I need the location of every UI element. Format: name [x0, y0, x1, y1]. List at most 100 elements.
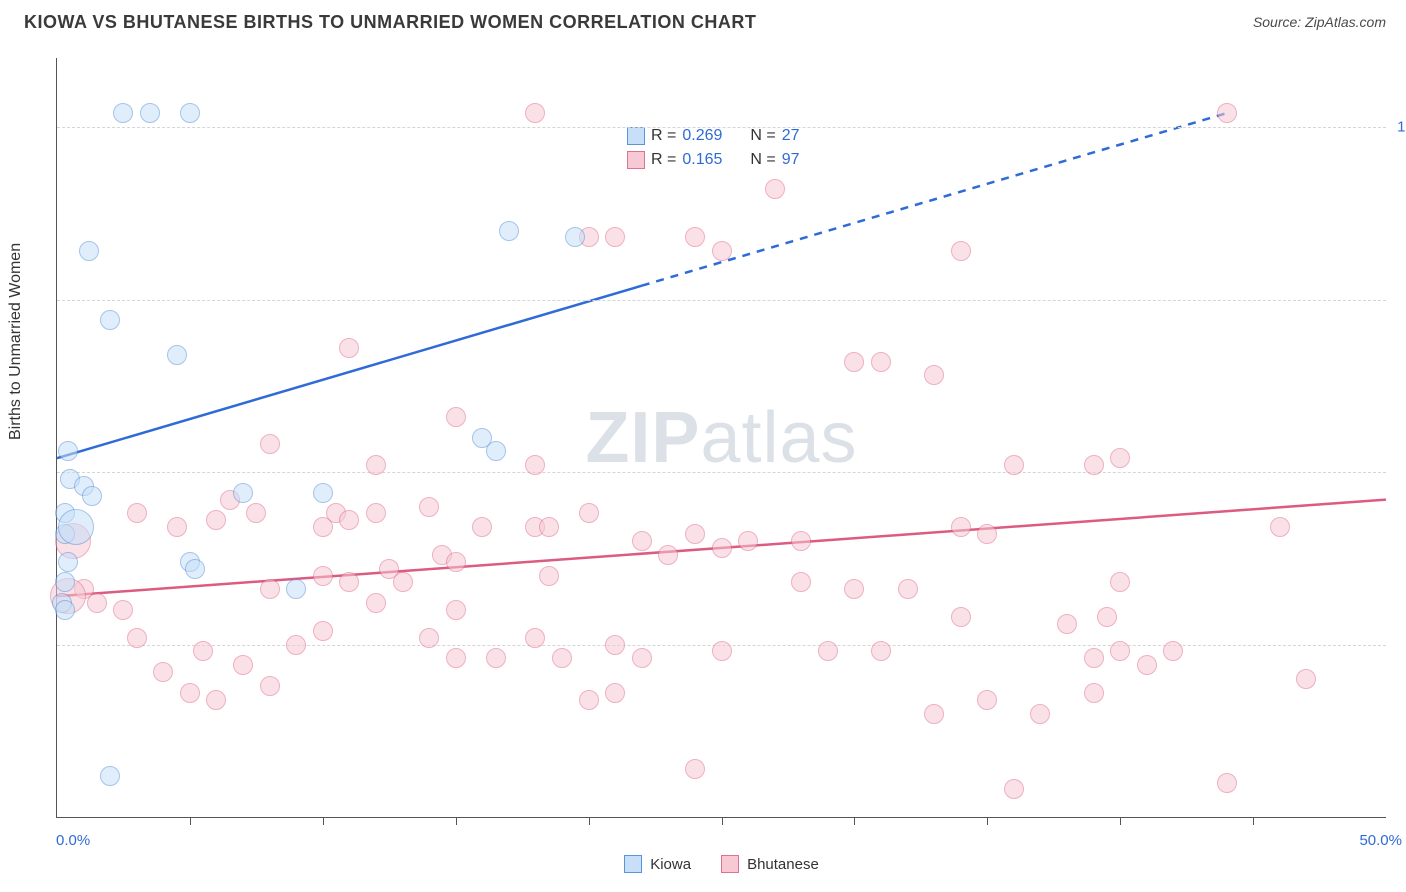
- kiowa-point: [140, 103, 160, 123]
- kiowa-point: [167, 345, 187, 365]
- kiowa-point: [499, 221, 519, 241]
- x-tick: [854, 817, 855, 825]
- kiowa-point: [185, 559, 205, 579]
- legend-item-kiowa: Kiowa: [624, 855, 691, 873]
- bhutanese-point: [286, 635, 306, 655]
- bhutanese-point: [1030, 704, 1050, 724]
- kiowa-point: [113, 103, 133, 123]
- kiowa-point: [565, 227, 585, 247]
- bhutanese-point: [579, 503, 599, 523]
- bhutanese-point: [127, 628, 147, 648]
- bhutanese-point: [1004, 455, 1024, 475]
- y-axis-title: Births to Unmarried Women: [7, 243, 25, 440]
- legend-stats: R =0.269N =27R =0.165N =97: [617, 120, 809, 176]
- bhutanese-point: [539, 566, 559, 586]
- bhutanese-point: [525, 628, 545, 648]
- bhutanese-point: [951, 241, 971, 261]
- legend-item-bhutanese: Bhutanese: [721, 855, 819, 873]
- bhutanese-point: [113, 600, 133, 620]
- bhutanese-point: [1084, 648, 1104, 668]
- bhutanese-point: [446, 600, 466, 620]
- kiowa-point: [58, 441, 78, 461]
- bhutanese-point: [1057, 614, 1077, 634]
- bhutanese-point: [233, 655, 253, 675]
- bhutanese-point: [658, 545, 678, 565]
- bhutanese-point: [539, 517, 559, 537]
- bhutanese-point: [525, 103, 545, 123]
- bhutanese-point: [366, 593, 386, 613]
- bhutanese-point: [366, 455, 386, 475]
- plot-area: ZIPatlas R =0.269N =27R =0.165N =97 Kiow…: [56, 58, 1386, 818]
- bhutanese-point: [486, 648, 506, 668]
- bhutanese-point: [844, 352, 864, 372]
- bhutanese-point: [871, 352, 891, 372]
- x-tick: [456, 817, 457, 825]
- bhutanese-point: [313, 566, 333, 586]
- bhutanese-point: [632, 531, 652, 551]
- kiowa-point: [58, 509, 94, 545]
- bhutanese-point: [791, 531, 811, 551]
- bhutanese-point: [180, 683, 200, 703]
- x-tick: [589, 817, 590, 825]
- bhutanese-point: [712, 641, 732, 661]
- bhutanese-point: [206, 690, 226, 710]
- x-tick: [190, 817, 191, 825]
- watermark: ZIPatlas: [585, 397, 857, 479]
- source-label: Source: ZipAtlas.com: [1253, 14, 1386, 30]
- bhutanese-point: [260, 579, 280, 599]
- kiowa-point: [286, 579, 306, 599]
- bhutanese-point: [1270, 517, 1290, 537]
- x-axis-end-label: 50.0%: [1359, 832, 1402, 849]
- correlation-chart: { "title": "KIOWA VS BHUTANESE BIRTHS TO…: [0, 0, 1406, 892]
- x-tick: [1120, 817, 1121, 825]
- bhutanese-point: [393, 572, 413, 592]
- bhutanese-point: [765, 179, 785, 199]
- bhutanese-point: [1110, 641, 1130, 661]
- bhutanese-point: [446, 552, 466, 572]
- bhutanese-point: [685, 759, 705, 779]
- x-tick: [323, 817, 324, 825]
- kiowa-point: [313, 483, 333, 503]
- bhutanese-point: [977, 690, 997, 710]
- bhutanese-point: [1296, 669, 1316, 689]
- bhutanese-point: [632, 648, 652, 668]
- x-tick: [987, 817, 988, 825]
- kiowa-point: [55, 572, 75, 592]
- bhutanese-point: [1084, 455, 1104, 475]
- bhutanese-point: [339, 338, 359, 358]
- kiowa-point: [100, 766, 120, 786]
- kiowa-point: [180, 103, 200, 123]
- bhutanese-point: [419, 497, 439, 517]
- kiowa-point: [79, 241, 99, 261]
- bhutanese-point: [924, 704, 944, 724]
- bhutanese-point: [1217, 103, 1237, 123]
- bhutanese-point: [871, 641, 891, 661]
- kiowa-point: [233, 483, 253, 503]
- bhutanese-point: [153, 662, 173, 682]
- chart-title: KIOWA VS BHUTANESE BIRTHS TO UNMARRIED W…: [24, 12, 756, 33]
- bhutanese-point: [818, 641, 838, 661]
- bhutanese-point: [193, 641, 213, 661]
- bhutanese-point: [167, 517, 187, 537]
- kiowa-point: [82, 486, 102, 506]
- bhutanese-point: [977, 524, 997, 544]
- bhutanese-point: [1097, 607, 1117, 627]
- bhutanese-point: [1163, 641, 1183, 661]
- bhutanese-point: [1110, 572, 1130, 592]
- bhutanese-point: [605, 635, 625, 655]
- bhutanese-swatch: [627, 151, 645, 169]
- gridline: [57, 127, 1386, 128]
- kiowa-swatch: [627, 127, 645, 145]
- y-axis-label: 100.0%: [1397, 119, 1406, 136]
- bhutanese-point: [898, 579, 918, 599]
- kiowa-swatch: [624, 855, 642, 873]
- bhutanese-point: [924, 365, 944, 385]
- bhutanese-point: [605, 683, 625, 703]
- bhutanese-point: [844, 579, 864, 599]
- bhutanese-point: [339, 572, 359, 592]
- bhutanese-point: [260, 434, 280, 454]
- kiowa-point: [55, 600, 75, 620]
- bhutanese-point: [260, 676, 280, 696]
- x-tick: [722, 817, 723, 825]
- bhutanese-point: [246, 503, 266, 523]
